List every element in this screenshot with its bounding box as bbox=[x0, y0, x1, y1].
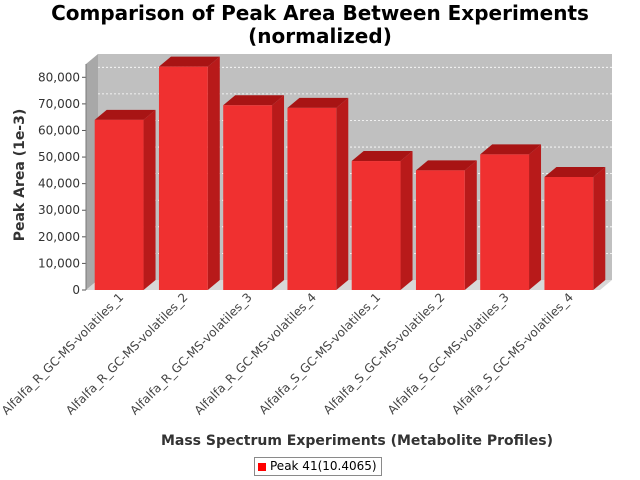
legend: Peak 41(10.4065) bbox=[254, 457, 382, 476]
chart-title: Comparison of Peak Area Between Experime… bbox=[0, 2, 640, 48]
bar bbox=[223, 105, 273, 290]
bar-side bbox=[593, 167, 606, 290]
bar-side bbox=[143, 109, 156, 290]
bar bbox=[158, 66, 208, 291]
bar-side bbox=[207, 56, 220, 290]
bar bbox=[94, 119, 144, 290]
x-tick-label: Alfalfa_S_GC-MS-volatiles_1 bbox=[256, 290, 383, 417]
bar-top bbox=[94, 109, 156, 120]
y-tick-label: 40,000 bbox=[38, 177, 80, 191]
x-axis-label: Mass Spectrum Experiments (Metabolite Pr… bbox=[161, 433, 553, 449]
bar-top bbox=[544, 167, 606, 177]
bar-side bbox=[272, 95, 285, 290]
bar-side bbox=[464, 160, 477, 290]
bar bbox=[415, 170, 465, 290]
y-tick-label: 0 bbox=[72, 283, 80, 297]
x-tick-label: Alfalfa_S_GC-MS-volatiles_3 bbox=[385, 290, 512, 417]
bar-side bbox=[336, 97, 349, 290]
bar-top bbox=[415, 160, 477, 171]
x-tick-label: Alfalfa_S_GC-MS-volatiles_2 bbox=[321, 290, 448, 417]
y-tick-label: 10,000 bbox=[38, 256, 80, 270]
chart-subtitle: (normalized) bbox=[248, 24, 392, 48]
bar-side bbox=[529, 144, 542, 290]
x-tick-label: Alfalfa_R_GC-MS-volatiles_3 bbox=[127, 290, 254, 417]
legend-swatch bbox=[258, 462, 266, 471]
chart-title-line1: Comparison of Peak Area Between Experime… bbox=[51, 1, 589, 25]
bar-side bbox=[400, 151, 413, 290]
bar bbox=[544, 177, 594, 290]
x-tick-label: Alfalfa_R_GC-MS-volatiles_1 bbox=[0, 290, 126, 417]
y-tick-label: 50,000 bbox=[38, 150, 80, 164]
bar-top bbox=[287, 97, 349, 108]
y-axis-label: Peak Area (1e-3) bbox=[12, 109, 28, 242]
y-tick-label: 70,000 bbox=[38, 97, 80, 111]
bar bbox=[351, 161, 401, 290]
y-tick-label: 20,000 bbox=[38, 230, 80, 244]
x-tick-label: Alfalfa_R_GC-MS-volatiles_2 bbox=[63, 290, 190, 417]
y-tick-label: 80,000 bbox=[38, 70, 80, 84]
bar-top bbox=[480, 144, 542, 155]
bar-top bbox=[223, 95, 285, 106]
legend-label: Peak 41(10.4065) bbox=[270, 459, 377, 473]
y-tick-label: 60,000 bbox=[38, 123, 80, 137]
bar bbox=[287, 107, 337, 290]
x-tick-label: Alfalfa_S_GC-MS-volatiles_4 bbox=[449, 290, 576, 417]
bar-top bbox=[351, 151, 413, 162]
y-tick-label: 30,000 bbox=[38, 203, 80, 217]
x-tick-label: Alfalfa_R_GC-MS-volatiles_4 bbox=[192, 290, 319, 417]
bar-top bbox=[158, 56, 220, 67]
bar bbox=[480, 154, 530, 290]
